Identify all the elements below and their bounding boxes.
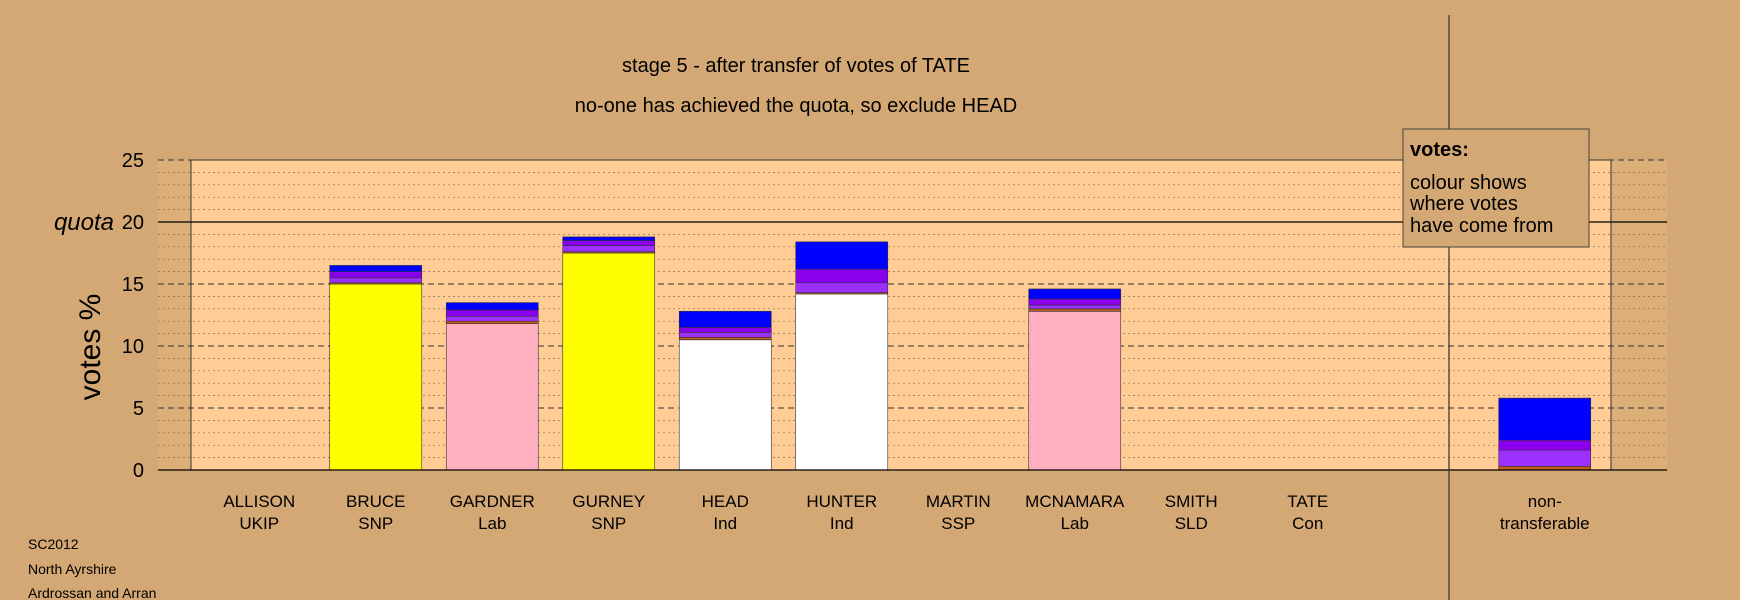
bar-segment [1498,439,1592,451]
bar-segment [795,282,889,293]
footer: SC2012 North Ayrshire Ardrossan and Arra… [28,536,156,600]
bar-segment [329,265,423,272]
category-party: SLD [1175,514,1208,533]
y-tick-label: 5 [133,398,144,420]
category-party: transferable [1500,514,1590,533]
bar-segment [562,240,656,246]
y-tick-label: 15 [122,274,144,296]
bar-segment [562,252,656,471]
plot-background [158,159,1667,471]
bar-segment [1028,308,1122,312]
bar-segment [1498,449,1592,467]
category-party: Ind [830,514,854,533]
bar-segment [678,310,772,328]
category-name: HUNTER [806,492,877,511]
bar-segment [678,327,772,333]
bar-segment [562,236,656,241]
bar-segment [1498,397,1592,441]
bar-segment [795,293,889,471]
category-name: GARDNER [450,492,535,511]
category-party: Con [1292,514,1323,533]
category-labels: ALLISON UKIP BRUCE SNP GARDNER Lab GURNEY SNP HE… [223,492,1589,533]
chart-title: stage 5 - after transfer of votes of TAT… [622,55,970,77]
category-name: BRUCE [346,492,406,511]
legend-heading: votes: [1410,139,1469,161]
category-name: TATE [1287,492,1328,511]
bar-segment [678,332,772,338]
category-name: GURNEY [572,492,645,511]
bar-segment [445,315,539,322]
bar-segment [1028,298,1122,306]
category-party: Ind [713,514,737,533]
bar-segment [329,271,423,279]
category-party: SNP [591,514,626,533]
y-axis: 0 5 10 15 20 25 [122,150,144,482]
bar-segment [795,241,889,270]
category-name: ALLISON [223,492,295,511]
category-party: SNP [358,514,393,533]
bar-segment [1028,310,1122,471]
y-tick-label: 20 [122,212,144,234]
legend-line: colour shows [1410,172,1527,194]
category-name: SMITH [1165,492,1218,511]
y-axis-label: votes % [74,294,107,401]
category-party: Lab [478,514,506,533]
bar-segment [1028,304,1122,310]
footer-election: SC2012 [28,536,79,552]
bar-segment [795,268,889,284]
right-margin-band [1611,160,1667,470]
legend-box: votes: colour shows where votes have com… [1402,128,1590,248]
bar-segment [445,302,539,311]
bar-segment [445,309,539,317]
bar-segment [445,323,539,471]
bar-segment [562,245,656,253]
quota-label: quota [54,209,114,236]
bar-segment [329,283,423,471]
left-margin-band [158,160,191,470]
bar-segment [329,277,423,284]
bar-segment [445,320,539,324]
category-name: MARTIN [926,492,991,511]
y-tick-label: 10 [122,336,144,358]
legend-line: have come from [1410,215,1553,237]
category-name: MCNAMARA [1025,492,1125,511]
bar-segment [1028,288,1122,300]
category-party: UKIP [239,514,279,533]
legend-line: where votes [1409,193,1518,215]
bar-segment [678,337,772,341]
plot-area [190,159,1612,471]
category-party: SSP [941,514,975,533]
y-tick-label: 0 [133,460,144,482]
bars [158,221,1667,471]
y-tick-label: 25 [122,150,144,172]
bar-segment [678,339,772,471]
category-party: Lab [1061,514,1089,533]
category-name: HEAD [702,492,749,511]
chart-subtitle: no-one has achieved the quota, so exclud… [575,95,1018,117]
category-name: non- [1528,492,1562,511]
footer-ward: Ardrossan and Arran [28,585,156,600]
footer-council: North Ayrshire [28,561,117,577]
